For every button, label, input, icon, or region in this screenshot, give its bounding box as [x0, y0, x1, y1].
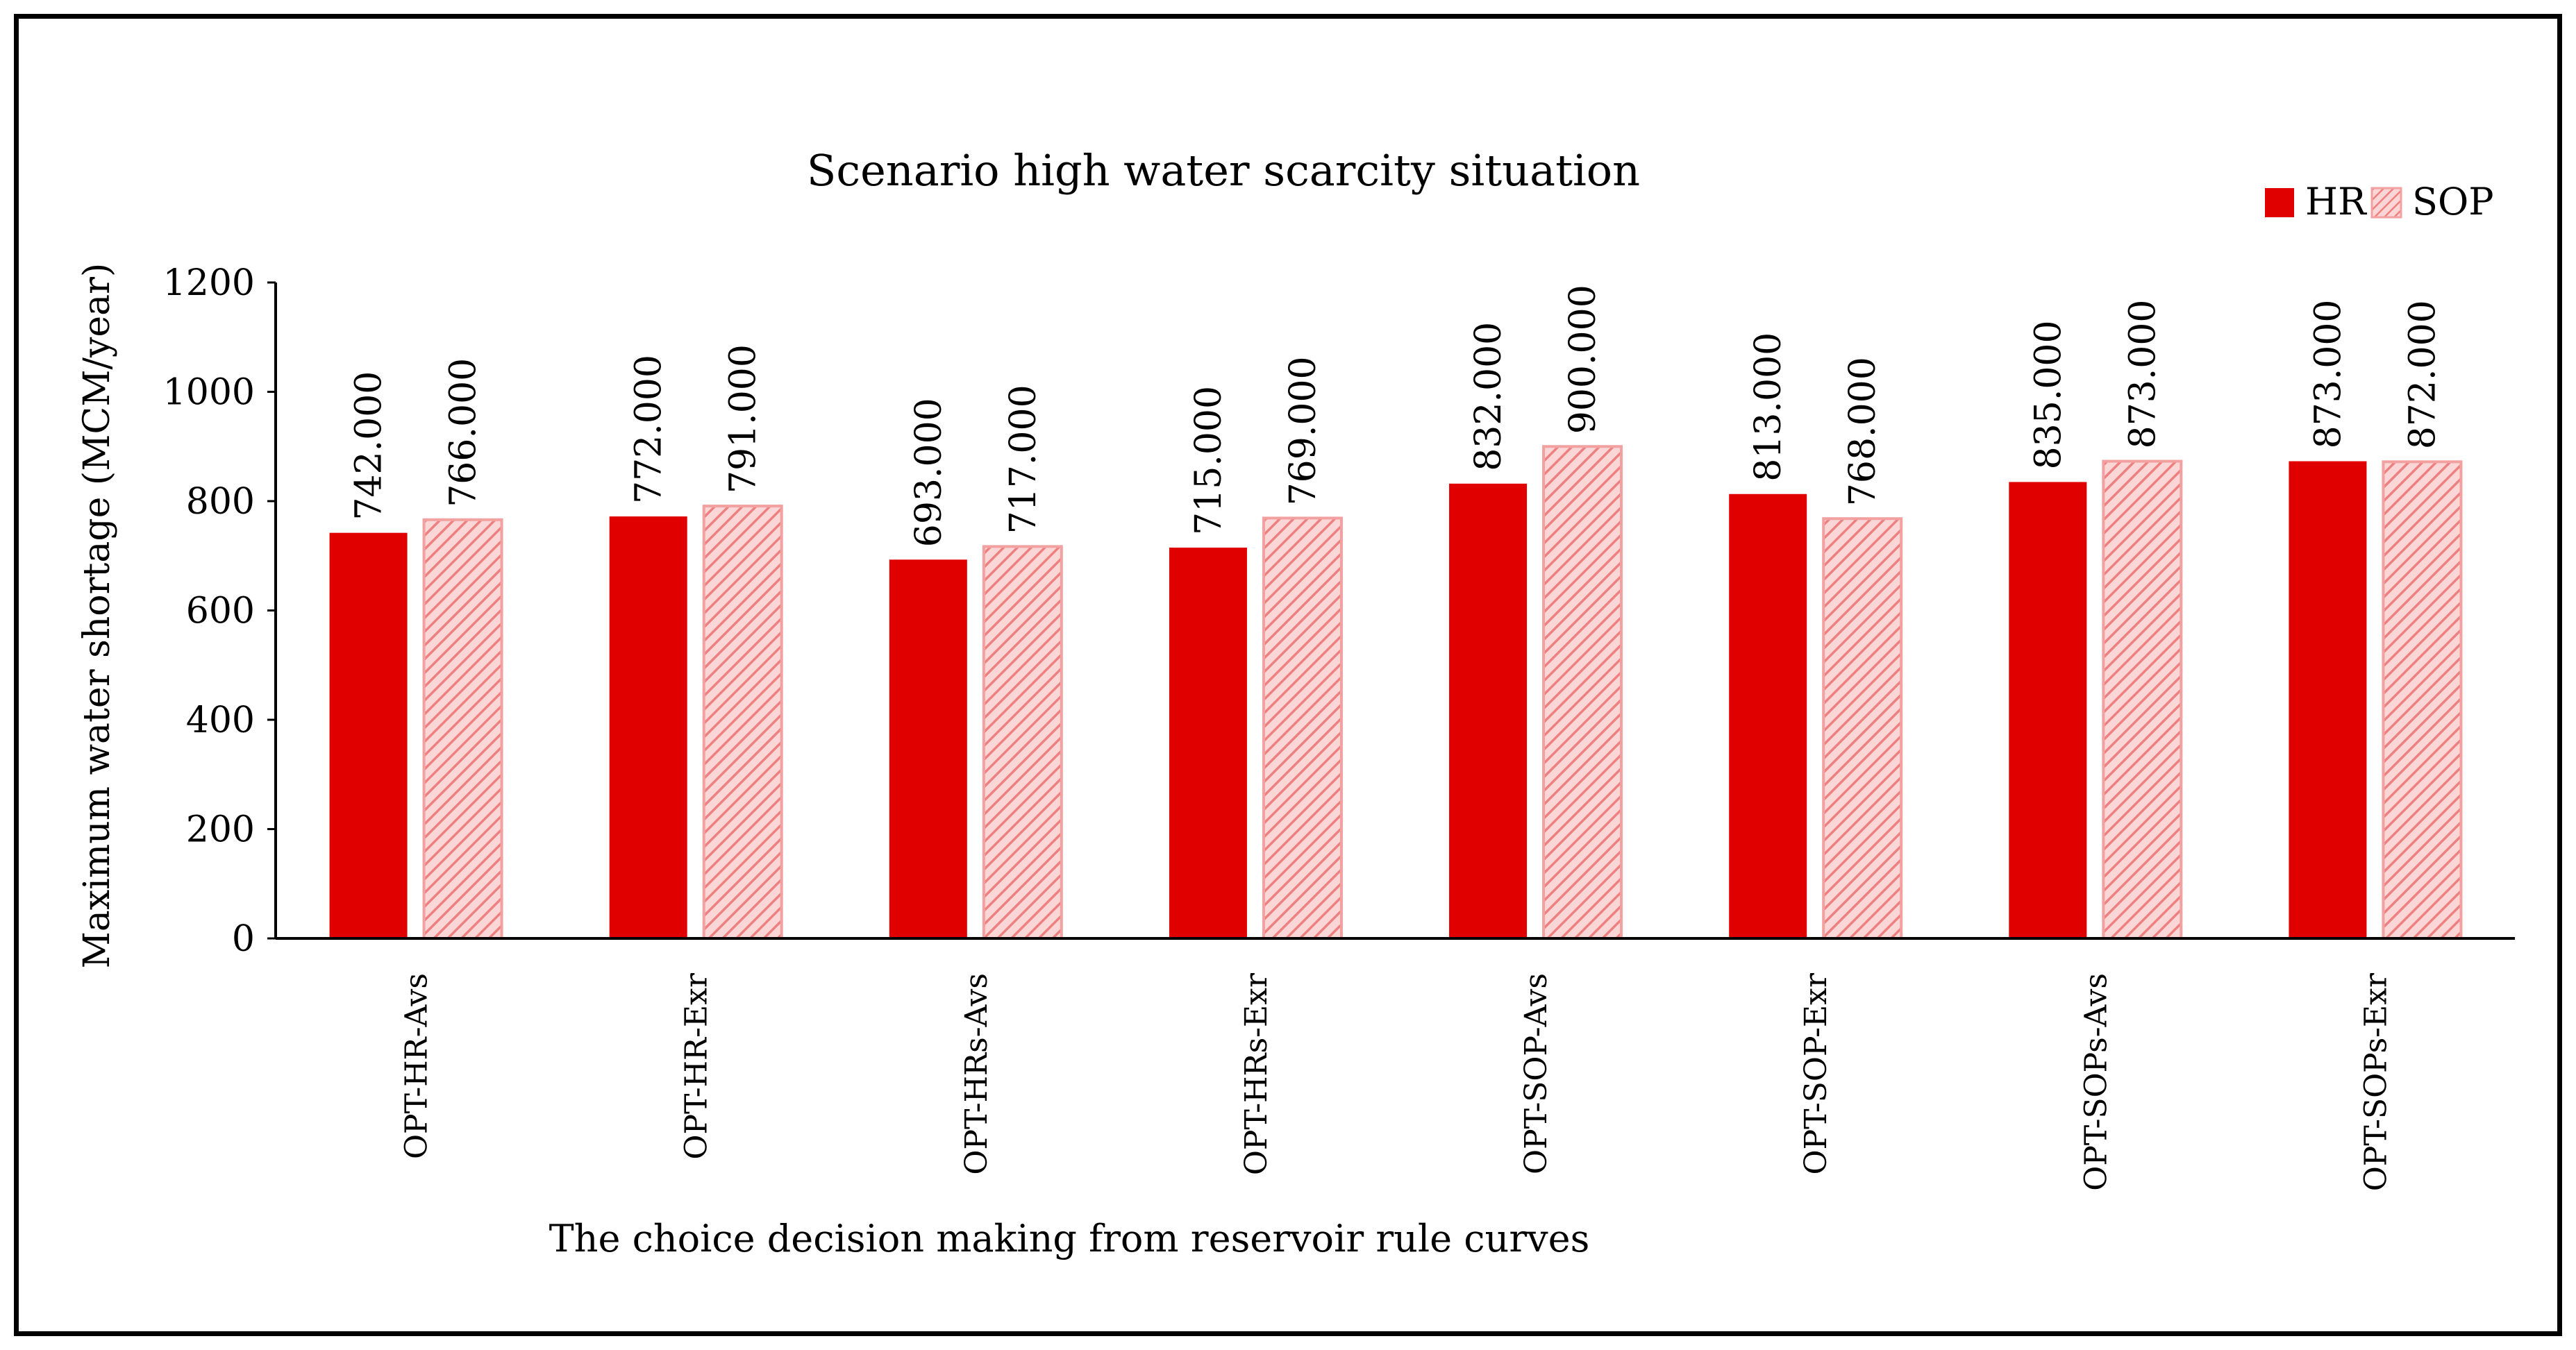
y-tick-label: 0: [232, 918, 255, 960]
x-tick-label: OPT-SOPs-Avs: [2078, 973, 2114, 1191]
data-label-sop: 766.000: [443, 358, 485, 507]
data-label-sop: 769.000: [1282, 356, 1324, 505]
x-tick-label: OPT-HRs-Avs: [959, 973, 994, 1175]
bar-hr: [609, 516, 687, 938]
y-tick-label: 1200: [163, 262, 255, 304]
bar-hr: [2289, 461, 2367, 938]
data-labels: 742.000 766.000 772.000 791.000 693.000 717.0…: [349, 285, 2444, 547]
data-label-hr: 835.000: [2027, 320, 2069, 469]
bar-sop: [1822, 517, 1903, 940]
y-tick-label: 1000: [163, 372, 255, 414]
data-label-hr: 832.000: [1468, 322, 1509, 471]
x-tick-label: OPT-HR-Exr: [679, 972, 714, 1160]
bar-hr: [1449, 483, 1528, 938]
bar-sop: [2382, 460, 2463, 940]
data-label-sop: 873.000: [2122, 299, 2164, 448]
data-label-hr: 742.000: [349, 371, 390, 521]
data-label-sop: 900.000: [1562, 285, 1604, 434]
legend-swatch-hr: [2265, 188, 2294, 217]
bar-sop: [1262, 516, 1343, 940]
data-label-hr: 873.000: [2307, 299, 2349, 448]
data-label-sop: 768.000: [1842, 357, 1884, 506]
x-tick-label: OPT-HRs-Exr: [1239, 972, 1274, 1175]
y-tick-label: 600: [186, 591, 255, 632]
y-tick-label: 400: [186, 700, 255, 741]
y-axis: 0 200 400 600 800 1000 1200: [163, 262, 277, 960]
bar-hr: [2009, 482, 2087, 938]
x-tick-label: OPT-HR-Avs: [399, 973, 435, 1159]
bars: [329, 445, 2463, 940]
bar-sop: [1542, 445, 1623, 940]
y-tick-label: 200: [186, 809, 255, 851]
chart-title: Scenario high water scarcity situation: [807, 145, 1640, 196]
y-axis-title: Maximum water shortage (MCM/year): [76, 263, 118, 969]
legend-label-sop: SOP: [2412, 180, 2494, 223]
bar-sop: [982, 545, 1063, 940]
legend: HR SOP: [2265, 180, 2494, 223]
x-axis: OPT-HR-Avs OPT-HR-Exr OPT-HRs-Avs OPT-HRs-E…: [276, 937, 2515, 1191]
bar-sop: [2102, 459, 2183, 940]
bar-hr: [889, 559, 967, 938]
x-tick-label: OPT-SOP-Exr: [1798, 972, 1834, 1174]
bar-hr: [1169, 547, 1247, 938]
x-tick-label: OPT-SOP-Avs: [1519, 973, 1554, 1174]
bar-hr: [1729, 493, 1807, 938]
bar-chart: Scenario high water scarcity situation H…: [76, 145, 2515, 1260]
legend-label-hr: HR: [2305, 180, 2367, 223]
x-axis-title: The choice decision making from reservoi…: [549, 1217, 1590, 1260]
x-tick-label: OPT-SOPs-Exr: [2358, 972, 2393, 1191]
data-label-hr: 813.000: [1748, 332, 1789, 482]
data-label-sop: 791.000: [723, 344, 764, 493]
bar-hr: [329, 532, 408, 938]
bar-sop: [702, 505, 783, 940]
chart-frame: Scenario high water scarcity situation H…: [14, 14, 2562, 1336]
legend-swatch-sop: [2370, 187, 2402, 219]
bar-sop: [422, 518, 503, 940]
y-tick-label: 800: [186, 481, 255, 523]
data-label-hr: 693.000: [908, 398, 950, 547]
data-label-sop: 717.000: [1003, 385, 1044, 534]
data-label-hr: 715.000: [1188, 386, 1230, 535]
data-label-sop: 872.000: [2402, 300, 2443, 449]
data-label-hr: 772.000: [628, 355, 670, 504]
